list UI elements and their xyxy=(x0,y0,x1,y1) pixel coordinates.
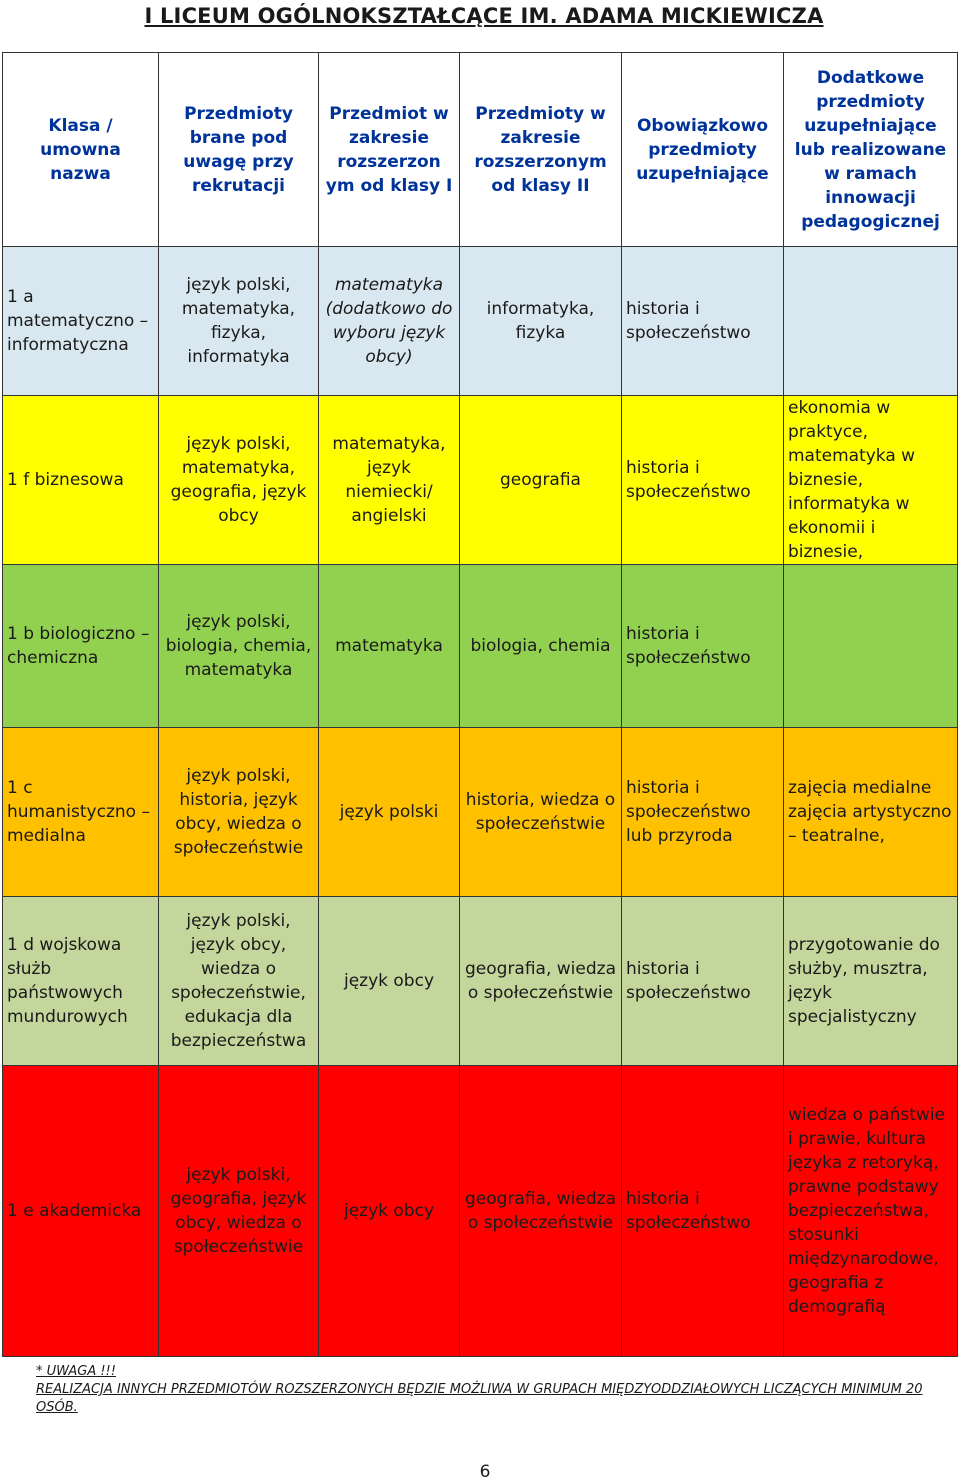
header-row: Klasa / umowna nazwa Przedmioty brane po… xyxy=(2,52,958,247)
mandatory-subjects: historia i społeczeństwo xyxy=(621,896,784,1066)
header-extended-2: Przedmioty w zakresie rozszerzonym od kl… xyxy=(459,52,622,247)
recruitment-subjects: język polski, historia, język obcy, wied… xyxy=(158,727,319,897)
additional-subjects xyxy=(783,246,958,396)
header-additional: Dodatkowe przedmioty uzupełniające lub r… xyxy=(783,52,958,247)
header-extended-1: Przedmiot w zakresie rozszerzon ym od kl… xyxy=(318,52,460,247)
extended-subjects-2: geografia, wiedza o społeczeństwie xyxy=(459,896,622,1066)
class-name: 1 b biologiczno – chemiczna xyxy=(2,564,159,728)
header-class: Klasa / umowna nazwa xyxy=(2,52,159,247)
table-row: 1 d wojskowa służb państwowych mundurowy… xyxy=(2,896,958,1066)
table-row: 1 f biznesowa język polski, matematyka, … xyxy=(2,395,958,565)
recruitment-subjects: język polski, matematyka, fizyka, inform… xyxy=(158,246,319,396)
extended-subjects-1: matematyka, język niemiecki/ angielski xyxy=(318,395,460,565)
class-profiles-table: Klasa / umowna nazwa Przedmioty brane po… xyxy=(2,52,958,1357)
class-name: 1 d wojskowa służb państwowych mundurowy… xyxy=(2,896,159,1066)
extended-subjects-2: biologia, chemia xyxy=(459,564,622,728)
additional-subjects: ekonomia w praktyce, matematyka w biznes… xyxy=(783,395,958,565)
mandatory-subjects: historia i społeczeństwo xyxy=(621,564,784,728)
mandatory-subjects: historia i społeczeństwo lub przyroda xyxy=(621,727,784,897)
table-row: 1 a matematyczno – informatyczna język p… xyxy=(2,246,958,396)
header-recruitment: Przedmioty brane pod uwagę przy rekrutac… xyxy=(158,52,319,247)
recruitment-subjects: język polski, biologia, chemia, matematy… xyxy=(158,564,319,728)
additional-subjects: wiedza o państwie i prawie, kultura języ… xyxy=(783,1065,958,1357)
class-name: 1 a matematyczno – informatyczna xyxy=(2,246,159,396)
class-name: 1 e akademicka xyxy=(2,1065,159,1357)
additional-subjects: przygotowanie do służby, musztra, język … xyxy=(783,896,958,1066)
additional-subjects xyxy=(783,564,958,728)
mandatory-subjects: historia i społeczeństwo xyxy=(621,246,784,396)
document-title: I LICEUM OGÓLNOKSZTAŁCĄCE IM. ADAMA MICK… xyxy=(0,4,960,28)
page-number: 6 xyxy=(479,1462,491,1482)
mandatory-subjects: historia i społeczeństwo xyxy=(621,395,784,565)
class-name: 1 f biznesowa xyxy=(2,395,159,565)
extended-subjects-1: język obcy xyxy=(318,896,460,1066)
extended-subjects-1: język polski xyxy=(318,727,460,897)
extended-subjects-2: historia, wiedza o społeczeństwie xyxy=(459,727,622,897)
class-name: 1 c humanistyczno – medialna xyxy=(2,727,159,897)
recruitment-subjects: język polski, język obcy, wiedza o społe… xyxy=(158,896,319,1066)
extended-subjects-1: matematyka xyxy=(318,564,460,728)
table-row: 1 e akademicka język polski, geografia, … xyxy=(2,1065,958,1357)
extended-subjects-2: geografia, wiedza o społeczeństwie xyxy=(459,1065,622,1357)
table-row: 1 c humanistyczno – medialna język polsk… xyxy=(2,727,958,897)
table-row: 1 b biologiczno – chemiczna język polski… xyxy=(2,564,958,728)
footnote-text: REALIZACJA INNYCH PRZEDMIOTÓW ROZSZERZON… xyxy=(36,1382,923,1415)
footnote: * UWAGA !!! REALIZACJA INNYCH PRZEDMIOTÓ… xyxy=(36,1363,946,1417)
extended-subjects-2: informatyka, fizyka xyxy=(459,246,622,396)
mandatory-subjects: historia i społeczeństwo xyxy=(621,1065,784,1357)
document-title-text: I LICEUM OGÓLNOKSZTAŁCĄCE IM. ADAMA MICK… xyxy=(144,4,824,28)
recruitment-subjects: język polski, matematyka, geografia, jęz… xyxy=(158,395,319,565)
recruitment-subjects: język polski, geografia, język obcy, wie… xyxy=(158,1065,319,1357)
footnote-label: * UWAGA !!! xyxy=(36,1364,116,1379)
header-mandatory: Obowiązkowo przedmioty uzupełniające xyxy=(621,52,784,247)
extended-subjects-1: język obcy xyxy=(318,1065,460,1357)
extended-subjects-2: geografia xyxy=(459,395,622,565)
extended-subjects-1: matematyka (dodatkowo do wyboru język ob… xyxy=(318,246,460,396)
additional-subjects: zajęcia medialne zajęcia artystyczno – t… xyxy=(783,727,958,897)
